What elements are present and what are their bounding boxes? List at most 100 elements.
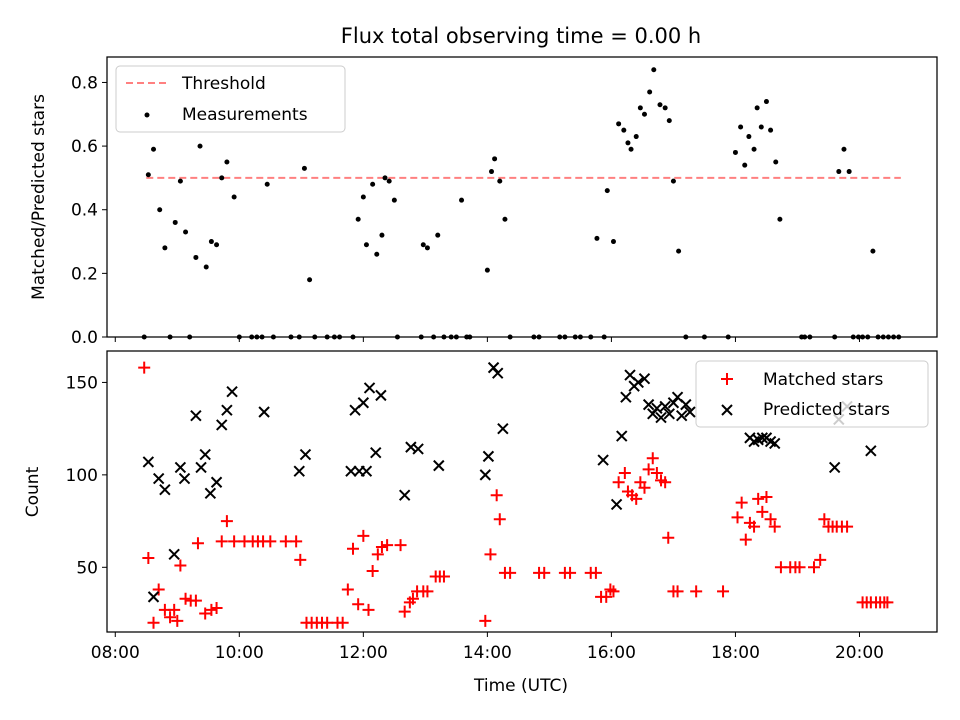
- matched-star-point: [739, 533, 752, 546]
- predicted-legend-label: Predicted stars: [763, 400, 890, 420]
- top-y-tick-label: 0.6: [71, 137, 98, 157]
- matched-star-point: [690, 585, 703, 598]
- predicted-star-point: [616, 430, 628, 442]
- predicted-star-point: [482, 450, 495, 463]
- matched-star-point: [138, 361, 151, 374]
- predicted-star-point: [828, 461, 841, 474]
- measurement-point: [214, 242, 220, 248]
- matched-star-point: [814, 553, 827, 566]
- matched-star-point: [490, 489, 503, 502]
- top-y-tick-label: 0.2: [71, 264, 98, 284]
- measurement-point: [379, 232, 385, 238]
- measurement-point: [382, 175, 388, 181]
- matched-star-point: [752, 492, 765, 505]
- measurement-point: [145, 172, 151, 178]
- matched-star-point: [748, 520, 761, 533]
- top-y-tick-label: 0.0: [71, 328, 98, 348]
- bottom-x-tick-label: 10:00: [215, 643, 264, 663]
- matched-star-point: [347, 542, 360, 555]
- measurement-point: [224, 159, 230, 165]
- matched-star-point: [191, 537, 204, 550]
- measurement-point: [758, 124, 764, 130]
- bottom-x-tick-label: 20:00: [835, 643, 884, 663]
- matched-star-point: [398, 605, 411, 618]
- measurement-point: [746, 134, 752, 140]
- matched-legend-label: Matched stars: [763, 370, 883, 390]
- predicted-star-point: [632, 376, 644, 389]
- measurement-point: [183, 229, 189, 235]
- measurement-point: [625, 140, 631, 146]
- top-panel-frame: [106, 56, 938, 338]
- measurement-point: [647, 89, 653, 95]
- predicted-star-point: [865, 445, 877, 457]
- bottom-y-tick-label: 100: [66, 466, 98, 486]
- measurement-point: [172, 219, 178, 225]
- measurement-point: [177, 178, 183, 184]
- matched-star-point: [357, 529, 370, 542]
- matched-star-point: [371, 548, 384, 561]
- measurement-point: [307, 277, 313, 283]
- top-legend-box: [115, 65, 346, 133]
- measurement-point: [157, 207, 163, 213]
- predicted-star-point: [479, 469, 492, 481]
- measurement-point: [231, 194, 237, 200]
- bottom-x-tick-label: 08:00: [91, 643, 140, 663]
- predicted-star-point: [642, 398, 655, 411]
- measurement-point: [641, 111, 647, 117]
- matched-star-point: [152, 583, 165, 596]
- matched-star-point: [321, 616, 334, 629]
- measurement-point: [459, 197, 465, 203]
- predicted-star-point: [216, 419, 228, 431]
- matched-star-point: [841, 520, 854, 533]
- measurement-point: [621, 127, 627, 133]
- measurement-point: [497, 178, 503, 184]
- matched-star-point: [189, 594, 202, 607]
- matched-star-point: [564, 566, 577, 579]
- measurement-point: [594, 235, 600, 241]
- predicted-star-point: [190, 409, 202, 422]
- top-legend: Threshold Measurements: [115, 65, 346, 133]
- predicted-star-point: [675, 409, 688, 422]
- predicted-star-point: [620, 391, 632, 403]
- matched-star-point: [147, 616, 160, 629]
- measurement-point: [203, 264, 209, 270]
- measurement-point: [732, 149, 738, 155]
- measurement-point: [742, 162, 748, 168]
- measurements-legend-label: Measurements: [182, 105, 308, 125]
- matched-star-point: [179, 592, 192, 605]
- matched-star-point: [336, 616, 349, 629]
- bottom-x-tick-label: 14:00: [463, 643, 512, 663]
- matched-star-point: [279, 535, 292, 548]
- predicted-star-point: [345, 465, 357, 477]
- predicted-star-point: [360, 465, 373, 477]
- predicted-star-point: [174, 461, 187, 474]
- matched-star-point: [717, 585, 730, 598]
- measurement-point: [666, 118, 672, 124]
- matched-star-point: [171, 614, 184, 627]
- matched-star-point: [366, 564, 379, 577]
- matched-star-point: [437, 570, 450, 583]
- bottom-y-tick-label: 50: [76, 558, 98, 578]
- measurement-point: [492, 156, 498, 162]
- top-y-tick-label: 0.8: [71, 73, 98, 93]
- matched-star-point: [650, 467, 663, 480]
- measurement-point: [502, 216, 508, 222]
- predicted-star-point: [178, 472, 191, 485]
- predicted-star-point: [663, 408, 675, 420]
- matched-star-point: [607, 585, 620, 598]
- measurement-point: [633, 134, 639, 140]
- measurement-point: [628, 146, 634, 152]
- matched-star-point: [662, 531, 675, 544]
- bottom-panel-frame: [106, 350, 938, 633]
- matched-legend-marker: [721, 373, 733, 385]
- predicted-star-point: [226, 385, 238, 398]
- bottom-marks: [138, 361, 894, 629]
- measurement-point: [637, 105, 643, 111]
- measurement-point: [763, 99, 769, 105]
- matched-star-point: [362, 603, 375, 616]
- bottom-x-axis-label: Time (UTC): [473, 676, 568, 696]
- measurement-point: [484, 267, 490, 273]
- matched-star-point: [375, 540, 388, 553]
- measurement-point: [836, 169, 842, 175]
- matched-star-point: [352, 598, 365, 611]
